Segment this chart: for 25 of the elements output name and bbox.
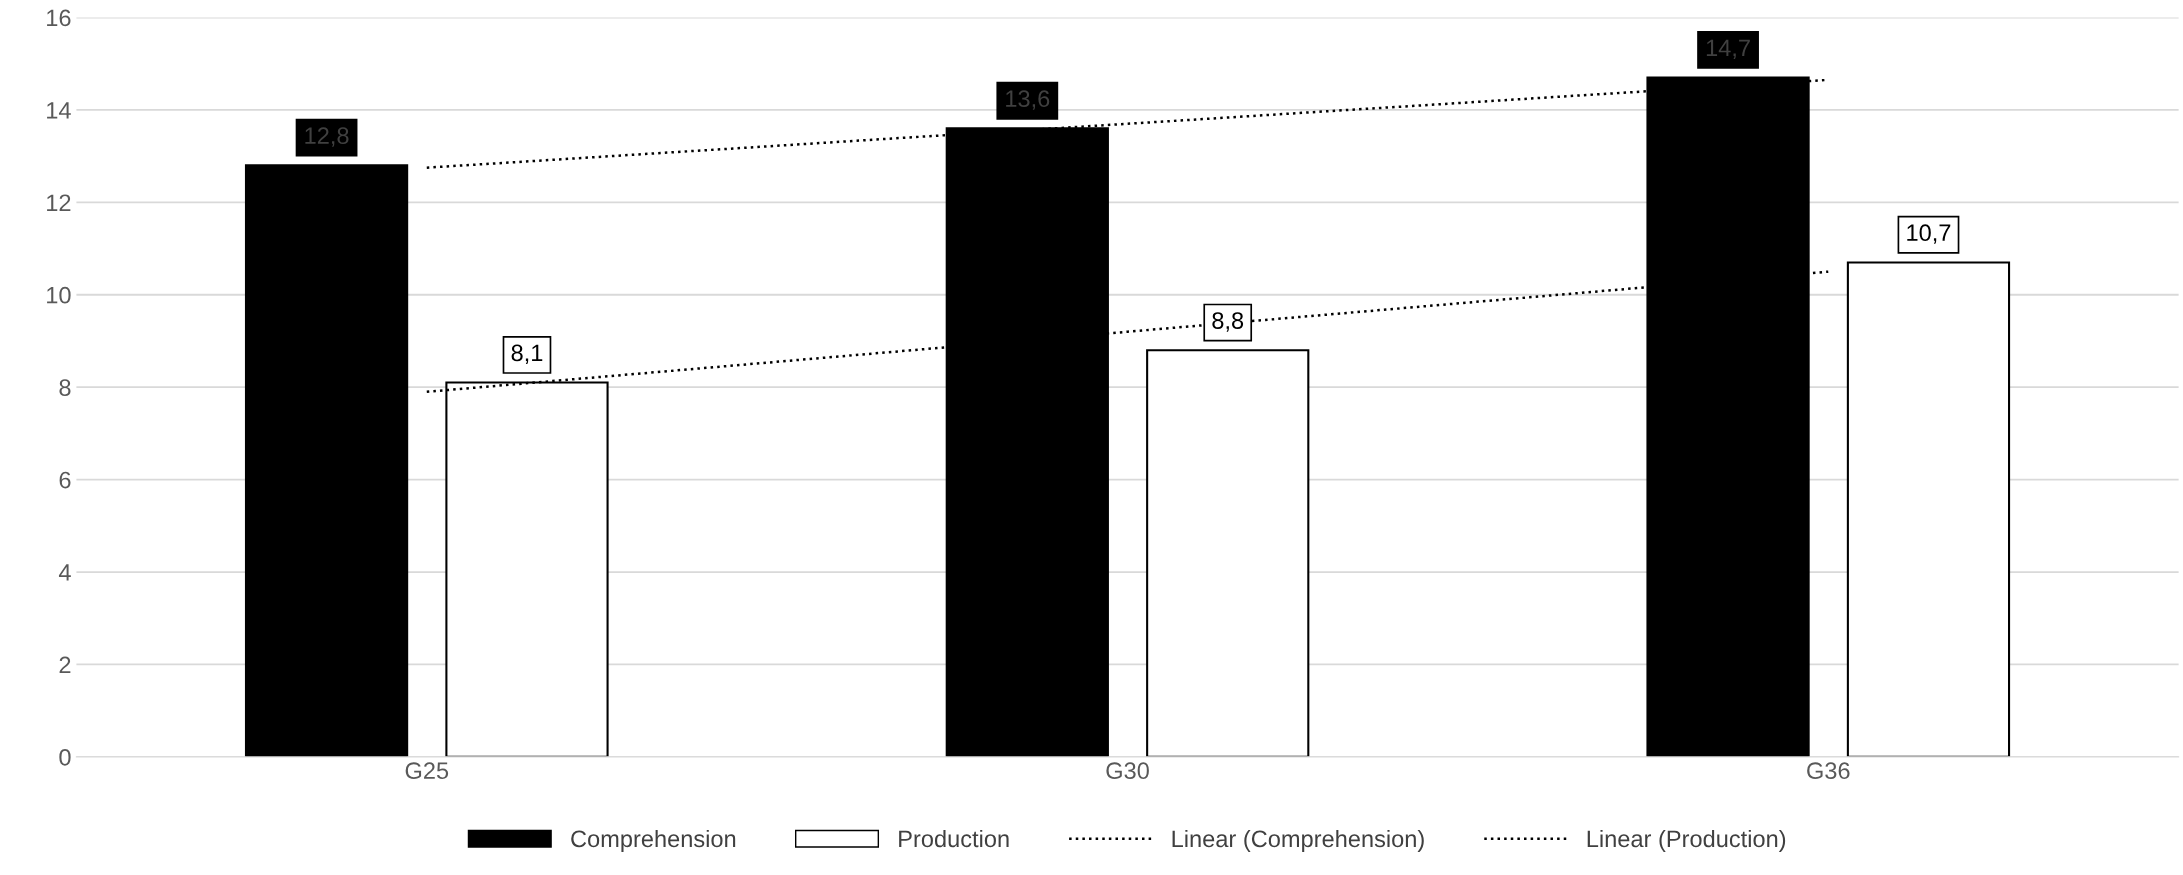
y-tick-label: 14 [47, 102, 71, 119]
legend-label: Linear (Comprehension) [1172, 829, 1424, 852]
y-tick-label: 4 [58, 564, 71, 581]
legend-label: Linear (Production) [1587, 829, 1786, 852]
x-tick-label: G30 [1106, 762, 1149, 780]
y-tick-label: 6 [59, 471, 71, 489]
bar [1846, 261, 2011, 757]
data-label: 14,7 [1706, 39, 1750, 60]
y-tick-label: 10 [47, 286, 71, 304]
data-label: 13,6 [1006, 90, 1050, 110]
y-tick-label: 2 [59, 656, 71, 674]
data-label: 8,8 [1212, 312, 1244, 332]
y-tick-label: 8 [59, 379, 71, 396]
y-tick-label: 0 [59, 748, 71, 766]
legend-label: Comprehension [571, 829, 736, 852]
data-label: 12,8 [305, 127, 349, 147]
x-tick-label: G25 [405, 762, 449, 780]
y-tick-label: 16 [47, 9, 71, 27]
bar [1146, 349, 1310, 757]
y-tick-label: 12 [47, 194, 71, 211]
legend-label: Production [899, 829, 1009, 848]
x-tick-label: G36 [1807, 762, 1850, 780]
data-label: 10,7 [1907, 224, 1951, 244]
bar [244, 164, 409, 757]
data-label: 8,1 [511, 344, 543, 365]
